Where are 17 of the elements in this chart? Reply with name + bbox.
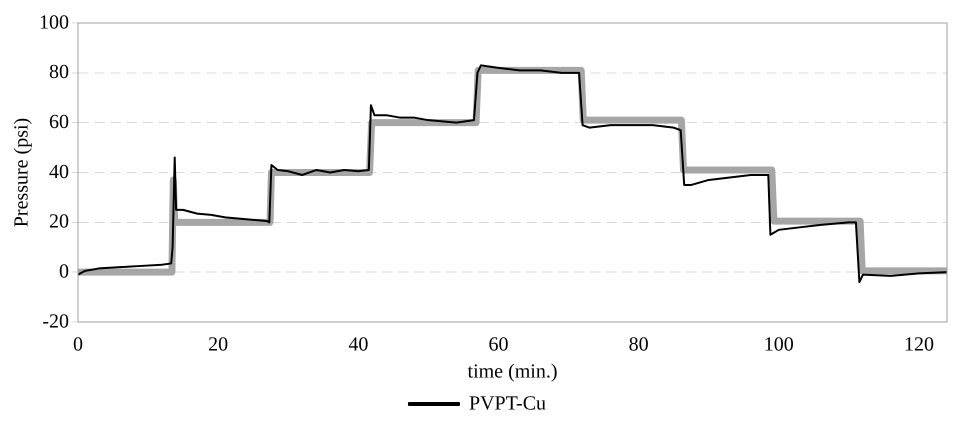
y-tick-label: 100 xyxy=(39,11,69,34)
x-tick-label: 40 xyxy=(348,333,368,356)
x-tick-label: 100 xyxy=(764,333,794,356)
legend-label: PVPT-Cu xyxy=(468,392,546,414)
x-tick-label: 20 xyxy=(208,333,228,356)
y-tick-label: 20 xyxy=(49,210,69,233)
x-tick-label: 0 xyxy=(73,333,83,356)
y-axis-title: Pressure (psi) xyxy=(10,118,32,228)
y-tick-label: -20 xyxy=(42,310,69,332)
x-tick-label: 120 xyxy=(904,333,934,356)
x-tick-label: 60 xyxy=(488,333,508,356)
y-tick-label: 0 xyxy=(59,260,69,282)
y-tick-label: 40 xyxy=(49,160,69,183)
y-tick-label: 80 xyxy=(49,61,69,84)
x-axis-title: time (min.) xyxy=(468,360,558,382)
y-tick-label: 60 xyxy=(49,110,69,133)
x-tick-label: 80 xyxy=(628,333,649,356)
